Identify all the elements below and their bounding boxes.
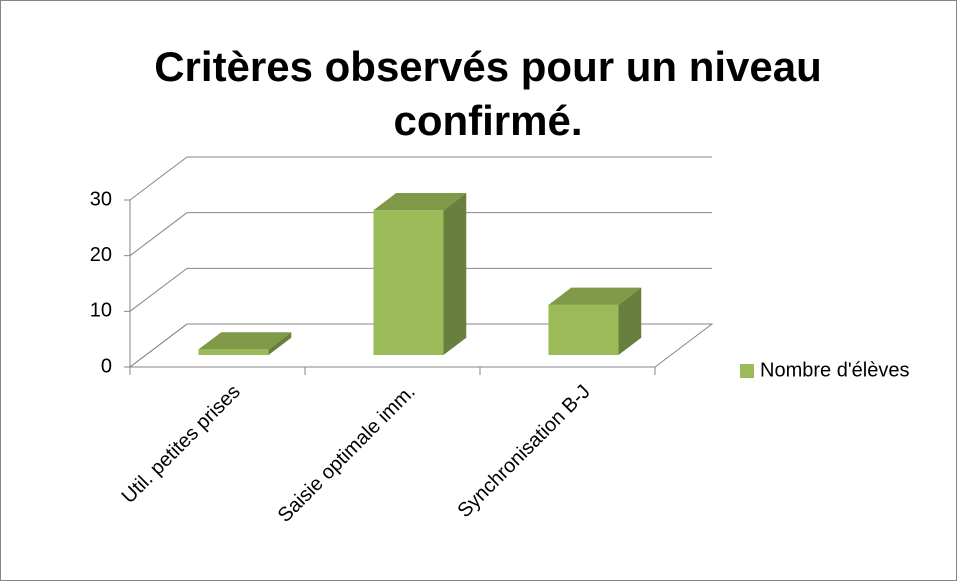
bar: [548, 287, 642, 355]
grid-line: [129, 323, 712, 368]
bar: [373, 193, 467, 355]
grid-line: [129, 156, 712, 201]
bar-side: [618, 287, 642, 355]
bar-side: [268, 332, 292, 355]
bar-side: [443, 193, 467, 355]
y-tick-label: 0: [101, 355, 112, 377]
grid-line: [129, 212, 712, 257]
legend-swatch: [740, 364, 754, 378]
legend-label: Nombre d'élèves: [760, 359, 909, 381]
bar-top: [373, 193, 467, 211]
y-tick-label: 30: [90, 188, 112, 210]
bar-front: [373, 210, 444, 355]
bar-top: [198, 332, 292, 350]
chart-title: Critères observés pour un niveau confirm…: [154, 43, 822, 144]
bar-front: [198, 349, 269, 355]
bar-top: [548, 287, 642, 305]
y-tick-label: 20: [90, 244, 112, 266]
bar: [198, 332, 292, 355]
bar-front: [548, 304, 619, 355]
y-tick-label: 10: [90, 300, 112, 322]
grid-line: [129, 267, 712, 312]
